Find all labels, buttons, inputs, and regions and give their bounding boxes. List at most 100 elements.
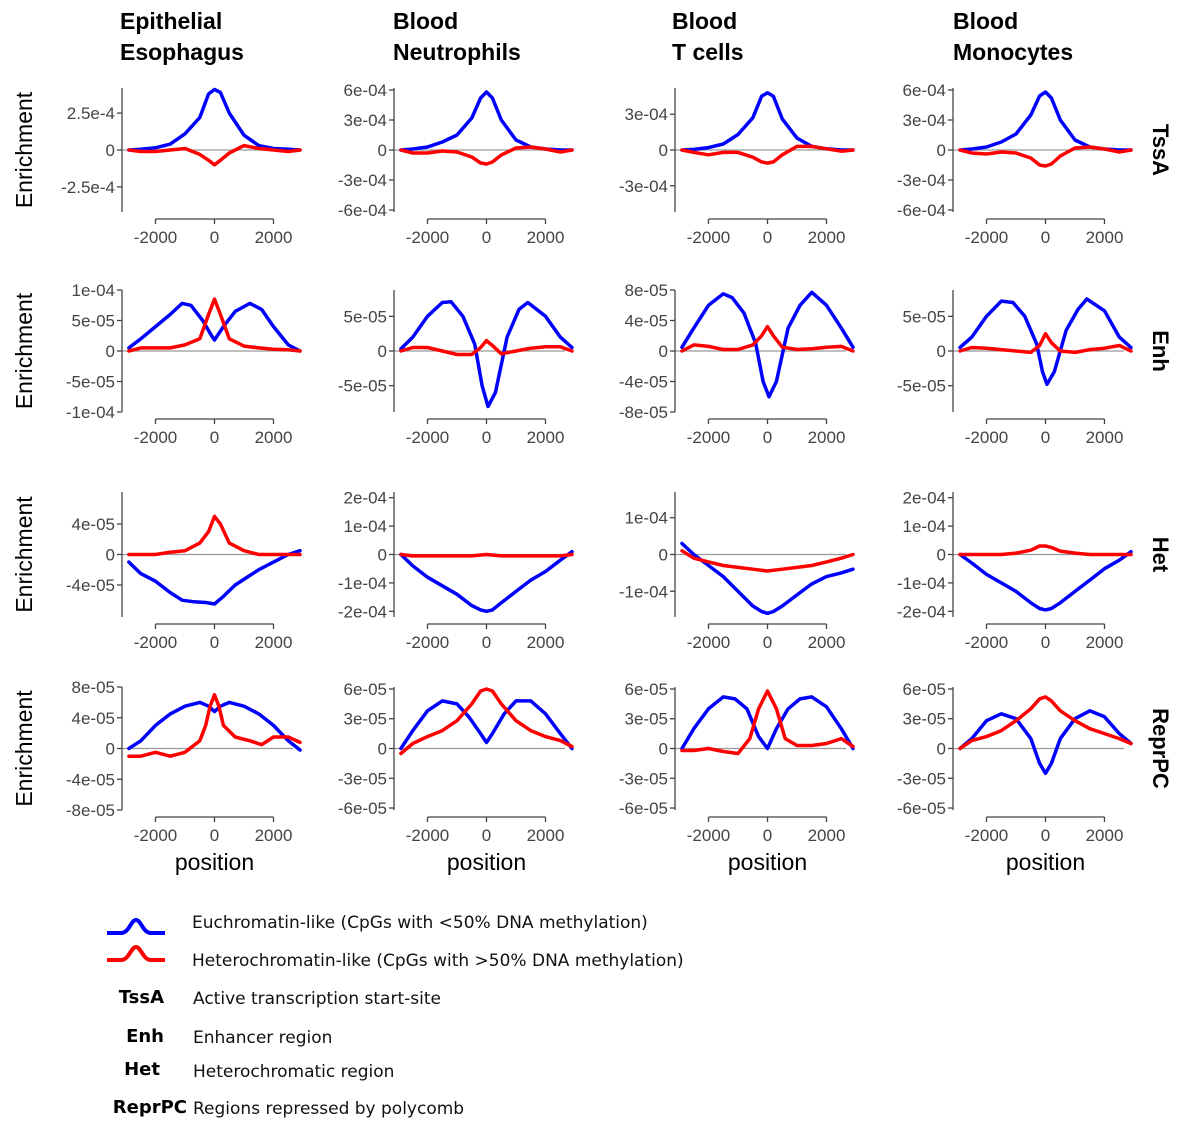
series-euchromatin-line [958, 90, 1133, 152]
column-header-line2: Esophagus [120, 39, 244, 65]
y-tick-label: 8e-05 [625, 281, 668, 300]
column-header-line1: Blood [953, 8, 1019, 34]
y-tick-label: -1e-04 [897, 574, 946, 593]
x-tick-label: 0 [1041, 228, 1050, 247]
legend-key-enh: Enh [126, 1026, 164, 1047]
y-tick-label: -1e-04 [338, 574, 387, 593]
panel-tssa-blood-t-cells: 3e-04 0 -3e-04 -2000 0 2000 [619, 88, 855, 247]
y-tick-label: 0 [937, 546, 946, 565]
y-tick-label: -3e-04 [619, 177, 668, 196]
series-heterochromatin-line [127, 692, 302, 758]
legend-desc-reprpc: Regions repressed by polycomb [193, 1099, 465, 1119]
x-tick-label: 0 [763, 826, 772, 845]
column-header-blood-t-cells: Blood T cells [672, 6, 744, 68]
y-tick-label: 0 [937, 342, 946, 361]
x-tick-label: 2000 [527, 633, 565, 652]
x-tick-label: 0 [210, 228, 219, 247]
x-tick-label: 0 [482, 826, 491, 845]
series-heterochromatin-line [680, 324, 855, 353]
panel-tssa-epithelial-esophagus: 2.5e-4 0 -2.5e-4 -2000 0 2000 Enrichment [11, 87, 302, 247]
y-tick-label: -3e-05 [897, 769, 946, 788]
x-tick-label: 0 [763, 428, 772, 447]
y-tick-label: 6e-04 [344, 81, 387, 100]
y-tick-label: -1e-04 [66, 403, 115, 422]
x-tick-label: 2000 [1086, 826, 1124, 845]
y-tick-label: 0 [659, 546, 668, 565]
y-tick-label: 1e-04 [625, 509, 668, 528]
x-tick-label: 0 [1041, 633, 1050, 652]
series-heterochromatin-line [958, 695, 1133, 751]
series-euchromatin-line [127, 87, 302, 152]
series-heterochromatin-line [958, 331, 1133, 355]
x-tick-label: -2000 [965, 826, 1008, 845]
y-axis-title: Enrichment [11, 496, 37, 613]
x-tick-label: 0 [1041, 428, 1050, 447]
column-header-epithelial-esophagus: Epithelial Esophagus [120, 6, 244, 68]
y-tick-label: 0 [659, 740, 668, 759]
y-axis-title: Enrichment [11, 91, 37, 208]
panel-tssa-blood-monocytes: 6e-04 3e-04 0 -3e-04 -6e-04 -2000 0 2000 [897, 81, 1133, 247]
series-euchromatin-line [399, 300, 574, 409]
y-tick-label: -6e-05 [619, 799, 668, 818]
series-heterochromatin-line [399, 552, 574, 558]
panel-enh-epithelial-esophagus: 1e-04 5e-05 0 -5e-05 -1e-04 -2000 0 2000 Enrichm… [11, 281, 302, 447]
column-header-line1: Blood [672, 8, 738, 34]
column-header-line2: Monocytes [953, 39, 1074, 65]
legend-key-reprpc: ReprPC [112, 1097, 187, 1118]
panel-enh-blood-monocytes: 5e-05 0 -5e-05 -2000 0 2000 [897, 290, 1133, 447]
x-tick-label: -2000 [965, 633, 1008, 652]
series-heterochromatin-line [958, 145, 1133, 168]
legend-euchromatin-label: Euchromatin-like (CpGs with <50% DNA met… [192, 913, 648, 933]
series-heterochromatin-line [958, 544, 1133, 557]
column-header-line1: Blood [393, 8, 459, 34]
series-euchromatin-line [127, 301, 302, 353]
y-tick-label: 0 [378, 141, 387, 160]
y-tick-label: -8e-05 [66, 801, 115, 820]
x-tick-label: 0 [210, 826, 219, 845]
x-tick-label: -2000 [965, 428, 1008, 447]
y-tick-label: 5e-05 [72, 312, 115, 331]
x-tick-label: 0 [210, 428, 219, 447]
x-axis-title: position [728, 849, 807, 875]
y-tick-label: 0 [378, 546, 387, 565]
y-tick-label: -3e-04 [897, 171, 946, 190]
x-tick-label: 0 [482, 428, 491, 447]
y-tick-label: -6e-04 [338, 201, 387, 220]
x-tick-label: 0 [763, 228, 772, 247]
x-tick-label: 2000 [1086, 633, 1124, 652]
panel-reprpc-blood-t-cells: 6e-05 3e-05 0 -3e-05 -6e-05 -2000 0 2000positio… [619, 680, 855, 875]
y-tick-label: -3e-04 [338, 171, 387, 190]
panel-reprpc-epithelial-esophagus: 8e-05 4e-05 0 -4e-05 -8e-05 -2000 0 2000positio… [11, 678, 302, 875]
y-tick-label: -5e-05 [897, 377, 946, 396]
series-heterochromatin-line [399, 338, 574, 357]
panel-het-epithelial-esophagus: 4e-05 0 -4e-05 -2000 0 2000 Enrichment [11, 492, 302, 652]
series-heterochromatin-line [127, 297, 302, 353]
y-tick-label: 2e-04 [344, 489, 387, 508]
y-tick-label: 1e-04 [344, 517, 387, 536]
legend-heterochromatin-swatch [107, 944, 165, 962]
panel-tssa-blood-neutrophils: 6e-04 3e-04 0 -3e-04 -6e-04 -2000 0 2000 [338, 81, 574, 247]
column-header-blood-neutrophils: Blood Neutrophils [393, 6, 521, 68]
y-tick-label: -4e-05 [66, 576, 115, 595]
y-tick-label: 1e-04 [903, 517, 946, 536]
row-label-het: Het [1148, 537, 1173, 573]
row-label-enh: Enh [1148, 330, 1173, 372]
y-tick-label: -6e-04 [897, 201, 946, 220]
y-tick-label: 0 [659, 141, 668, 160]
y-tick-label: -5e-05 [338, 377, 387, 396]
legend-desc-het: Heterochromatic region [193, 1062, 395, 1082]
series-euchromatin-line [399, 699, 574, 751]
row-label-tssa: TssA [1148, 124, 1173, 176]
panel-het-blood-monocytes: 2e-04 1e-04 0 -1e-04 -2e-04 -2000 0 2000 [897, 489, 1133, 652]
y-tick-label: 0 [378, 342, 387, 361]
x-tick-label: 2000 [808, 633, 846, 652]
column-header-line2: Neutrophils [393, 39, 521, 65]
series-euchromatin-line [680, 541, 855, 616]
panel-enh-blood-neutrophils: 5e-05 0 -5e-05 -2000 0 2000 [338, 290, 574, 447]
x-tick-label: -2000 [406, 228, 449, 247]
column-header-blood-monocytes: Blood Monocytes [953, 6, 1073, 68]
y-tick-label: -2.5e-4 [61, 178, 115, 197]
legend-euchromatin-swatch [107, 917, 165, 935]
y-tick-label: 0 [378, 740, 387, 759]
y-tick-label: -2e-04 [338, 602, 387, 621]
